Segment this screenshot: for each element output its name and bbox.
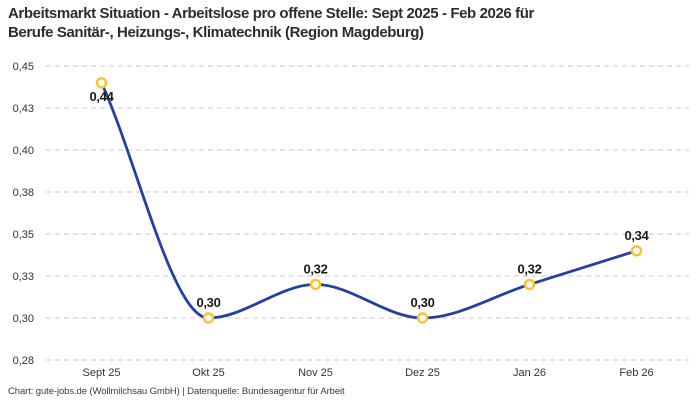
data-point-marker — [523, 278, 536, 291]
y-axis-tick-label: 0,33 — [13, 271, 34, 283]
data-point-label: 0,30 — [410, 295, 434, 310]
y-axis-tick-label: 0,38 — [13, 187, 34, 199]
y-axis-tick-label: 0,40 — [13, 145, 34, 157]
data-point-marker — [95, 77, 108, 89]
x-axis-tick-label: Jan 26 — [513, 367, 546, 379]
data-point-label: 0,32 — [517, 261, 541, 276]
data-point-label: 0,32 — [303, 261, 327, 276]
x-axis-tick-label: Nov 25 — [298, 367, 333, 379]
x-axis-tick-label: Okt 25 — [192, 367, 224, 379]
chart-title-line-1: Arbeitsmarkt Situation - Arbeitslose pro… — [8, 5, 534, 22]
x-axis-tick-label: Dez 25 — [405, 367, 440, 379]
y-axis-tick-label: 0,28 — [13, 355, 34, 367]
chart-source-attribution: Chart: gute-jobs.de (Wollmilchsau GmbH) … — [8, 386, 345, 397]
data-point-marker — [630, 245, 643, 257]
y-axis-tick-label: 0,35 — [13, 229, 34, 241]
y-axis-tick-label: 0,45 — [13, 61, 34, 73]
line-series — [100, 81, 638, 320]
x-axis-tick-label: Sept 25 — [83, 367, 121, 379]
chart-title-line-2: Berufe Sanitär-, Heizungs-, Klimatechnik… — [8, 24, 424, 41]
data-point-marker — [309, 278, 322, 291]
data-point-marker — [416, 312, 429, 324]
data-point-marker — [202, 312, 215, 324]
data-point-label: 0,44 — [89, 89, 114, 104]
chart-title: Arbeitsmarkt Situation - Arbeitslose pro… — [8, 4, 692, 42]
data-point-label: 0,34 — [624, 228, 649, 243]
x-axis-tick-label: Feb 26 — [619, 367, 653, 379]
data-point-label: 0,30 — [196, 295, 220, 310]
y-axis-tick-label: 0,30 — [13, 313, 34, 325]
y-axis-tick-label: 0,43 — [13, 103, 34, 115]
